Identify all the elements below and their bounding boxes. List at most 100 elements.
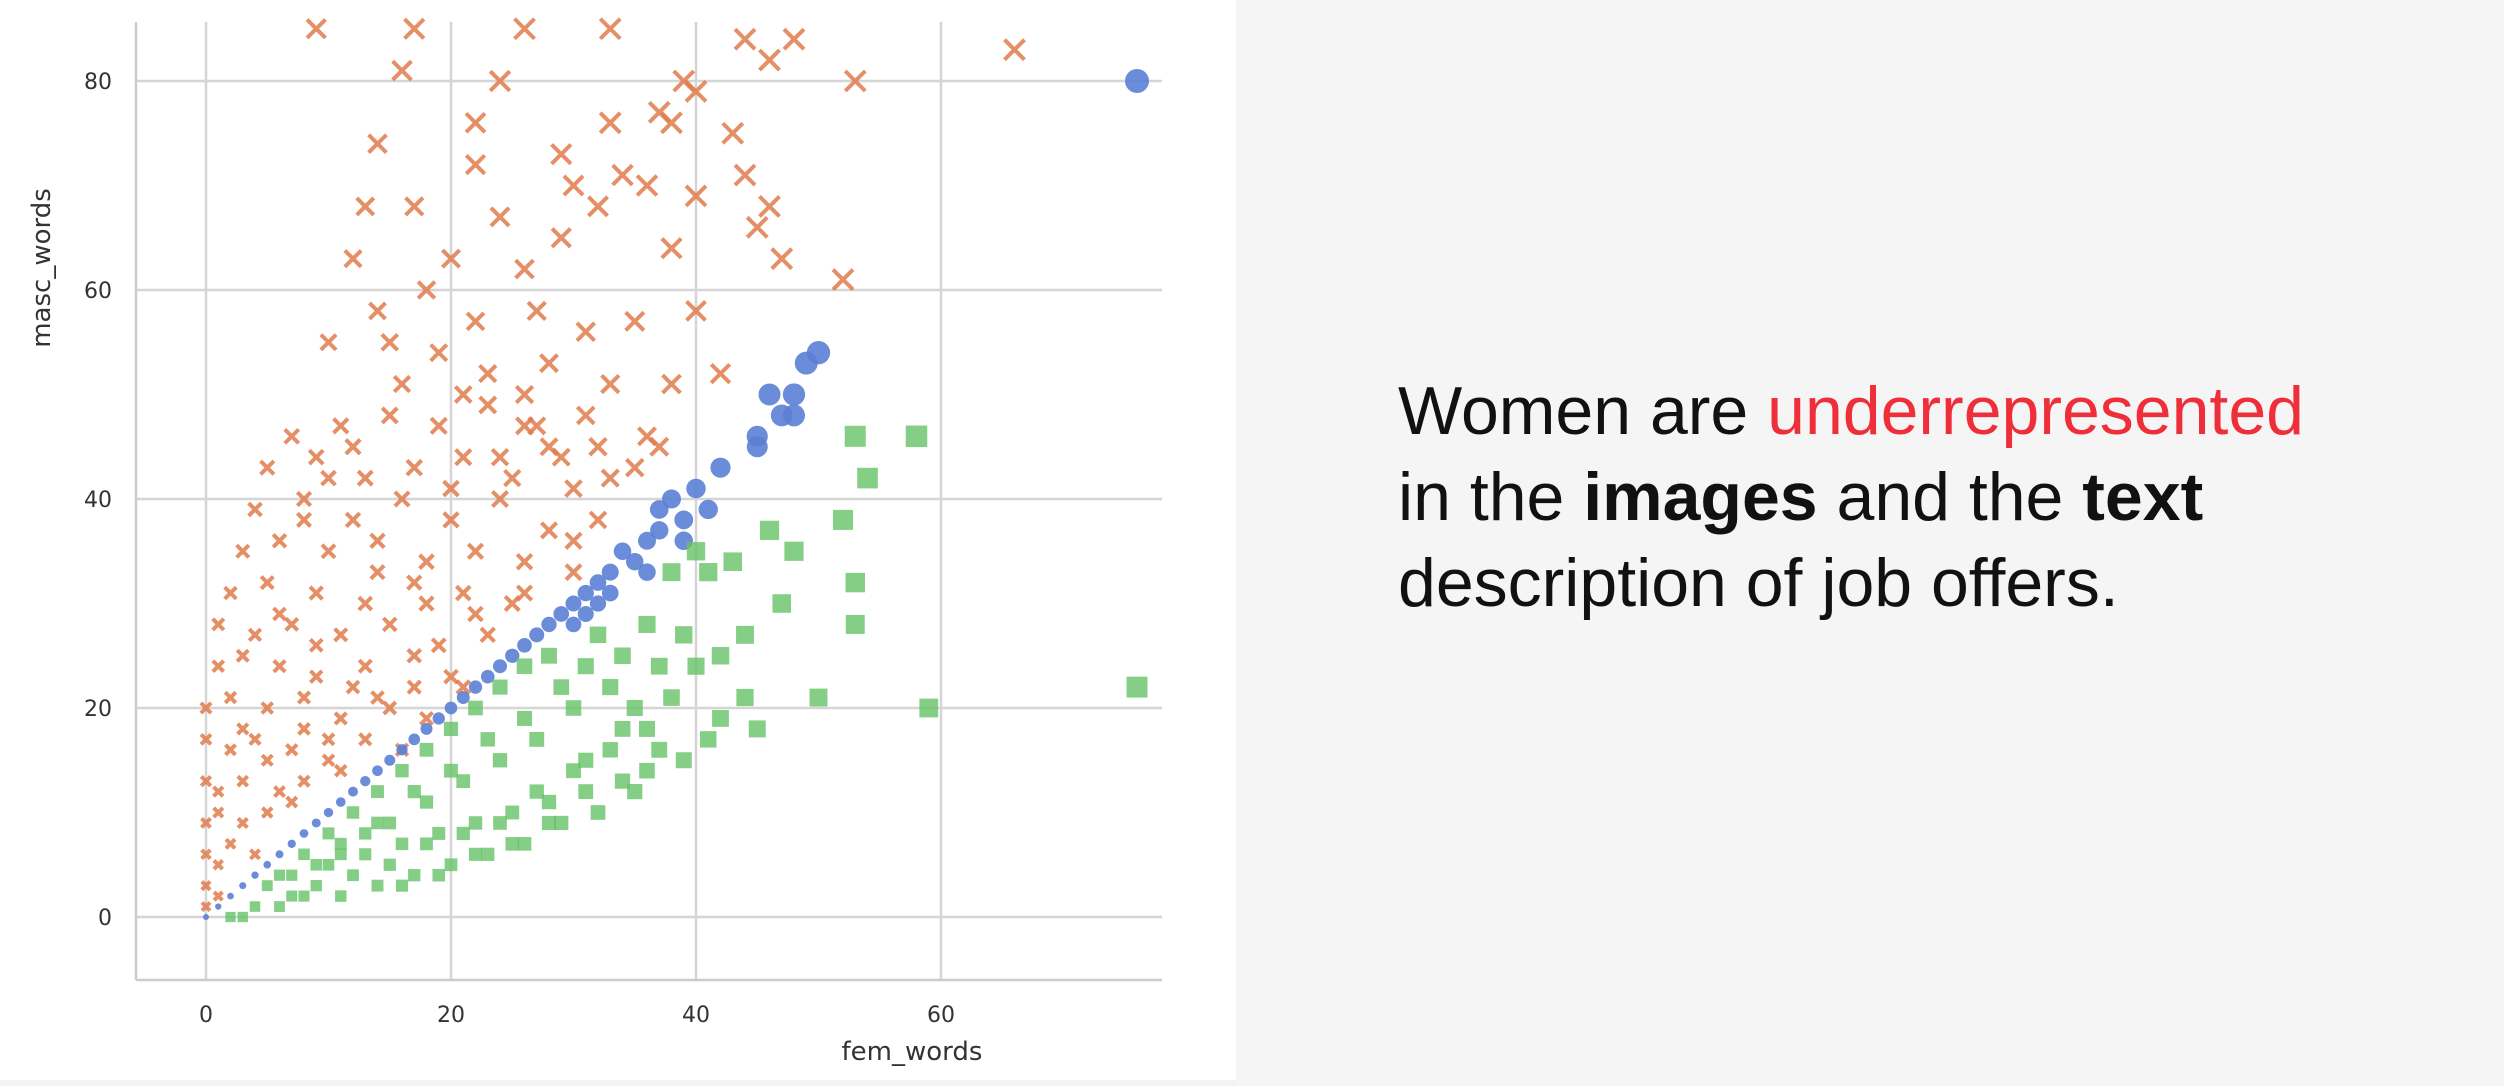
data-point-x [588,510,608,530]
data-point-circle [589,595,607,612]
data-point-circle [420,722,433,735]
data-point-square [529,784,544,799]
data-point-x [297,722,311,736]
text-panel [1236,0,2504,1086]
data-point-circle [758,383,781,406]
data-point-x [369,532,386,549]
data-point-x [635,174,659,197]
data-point-x [478,364,498,384]
data-point-square [395,837,409,851]
data-point-x [418,553,435,571]
data-point-square [554,815,569,831]
data-point-x [392,374,412,394]
data-point-square [432,868,446,882]
data-point-x [345,679,361,695]
data-point-square [395,764,409,778]
headline-bold-text: text [2082,459,2204,535]
data-point-circle [215,903,222,910]
data-point-x [199,732,213,746]
data-point-x [466,542,485,560]
data-point-x [199,701,213,715]
data-point-square [857,467,878,489]
x-axis-title: fem_words [842,1037,983,1067]
data-point-x [660,111,683,135]
data-point-square [517,837,532,851]
grid [136,22,1162,980]
data-point-x [333,627,349,643]
data-point-x [344,438,362,456]
data-point-x [685,300,707,322]
data-point-x [575,321,596,343]
data-point-x [212,890,224,902]
data-point-x [564,563,583,582]
data-point-x [223,690,238,705]
data-point-x [514,258,535,280]
data-point-square [408,869,421,882]
data-point-circle [638,531,656,550]
data-point-x [200,901,212,913]
data-point-square [748,720,766,738]
data-point-x [539,353,559,374]
data-point-x [831,268,855,291]
data-point-square [614,647,631,665]
data-point-x [305,18,327,40]
data-point-square [566,763,581,779]
data-point-circle [396,744,408,756]
data-point-x [661,373,682,395]
data-point-x [307,448,325,466]
data-point-circle [649,500,669,519]
data-point-x [296,511,312,528]
data-point-circle [783,404,805,427]
data-point-x [721,121,745,145]
data-point-x [212,806,225,819]
data-point-x [358,732,373,747]
data-point-x [236,722,250,736]
data-point-x [321,753,336,768]
data-point-x [429,416,448,435]
headline: Women are underrepresented in the images … [1398,368,2458,626]
data-point-square [310,858,323,871]
data-point-circle [480,669,495,684]
data-point-square [310,879,322,892]
data-point-x [261,806,274,819]
data-point-x [199,775,213,788]
data-point-x [260,753,274,767]
data-points [199,17,1149,923]
data-point-x [1003,38,1026,62]
data-point-x [465,311,486,332]
data-point-square [456,774,471,789]
data-point-x [273,785,286,799]
data-point-square [614,721,631,737]
data-point-square [699,563,718,582]
data-point-circle [565,616,582,633]
data-point-square [298,848,310,861]
data-point-circle [746,436,768,458]
data-point-square [662,563,681,582]
data-point-square [784,541,804,561]
data-point-x [488,69,512,93]
data-point-square [639,720,655,737]
scatter-chart: 0 20 40 60 0 20 40 60 80 fem_words masc_words [27,17,1162,1067]
data-point-square [468,847,483,861]
data-point-circle [372,765,383,777]
data-point-circle [794,351,818,375]
data-point-square [1126,676,1148,698]
x-tick-label: 40 [682,1003,710,1028]
data-point-x [259,459,276,476]
data-point-x [381,616,398,633]
data-point-x [284,617,300,632]
data-point-circle [553,606,570,622]
data-point-x [272,606,287,622]
data-point-square [833,509,853,530]
data-point-x [403,17,426,40]
data-point-x [442,479,460,498]
data-point-x [514,384,535,405]
data-point-square [505,805,520,820]
data-point-square [686,542,706,561]
data-point-square [553,679,570,695]
data-point-square [505,837,520,851]
data-point-x [272,659,287,674]
x-tick-label: 60 [927,1003,955,1028]
data-point-square [273,869,286,881]
bottom-strip [0,1080,1236,1086]
